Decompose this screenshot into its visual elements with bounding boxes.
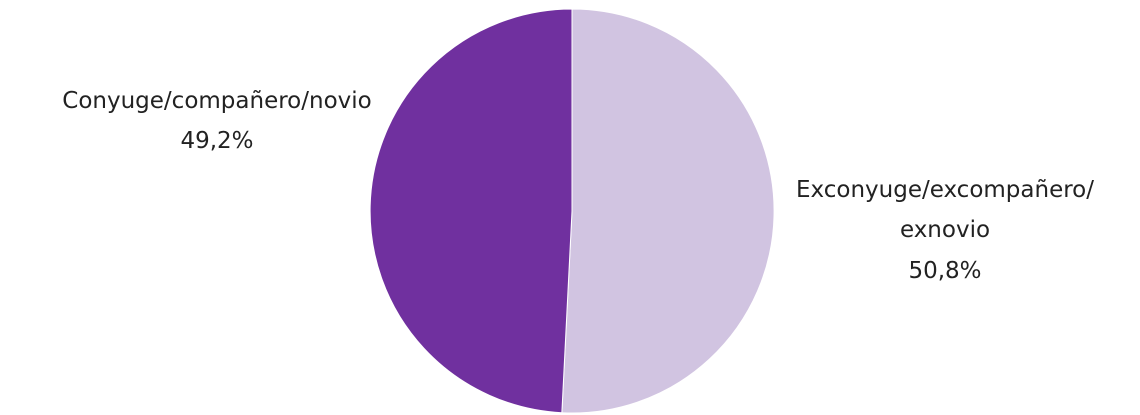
data-label-exconyuge-line-2: exnovio bbox=[900, 217, 990, 243]
pie-slice-exconyuge bbox=[561, 8, 775, 414]
pie-slice-conyuge bbox=[369, 8, 573, 414]
data-label-exconyuge: Exconyuge/excompañero/ exnovio 50,8% bbox=[796, 177, 1094, 284]
data-label-exconyuge-line-1: Exconyuge/excompañero/ bbox=[796, 177, 1094, 203]
data-label-conyuge-value: 49,2% bbox=[180, 128, 253, 154]
data-label-conyuge-line-1: Conyuge/compañero/novio bbox=[62, 88, 371, 114]
data-label-exconyuge-value: 50,8% bbox=[908, 258, 981, 284]
data-label-conyuge: Conyuge/compañero/novio 49,2% bbox=[62, 88, 371, 154]
